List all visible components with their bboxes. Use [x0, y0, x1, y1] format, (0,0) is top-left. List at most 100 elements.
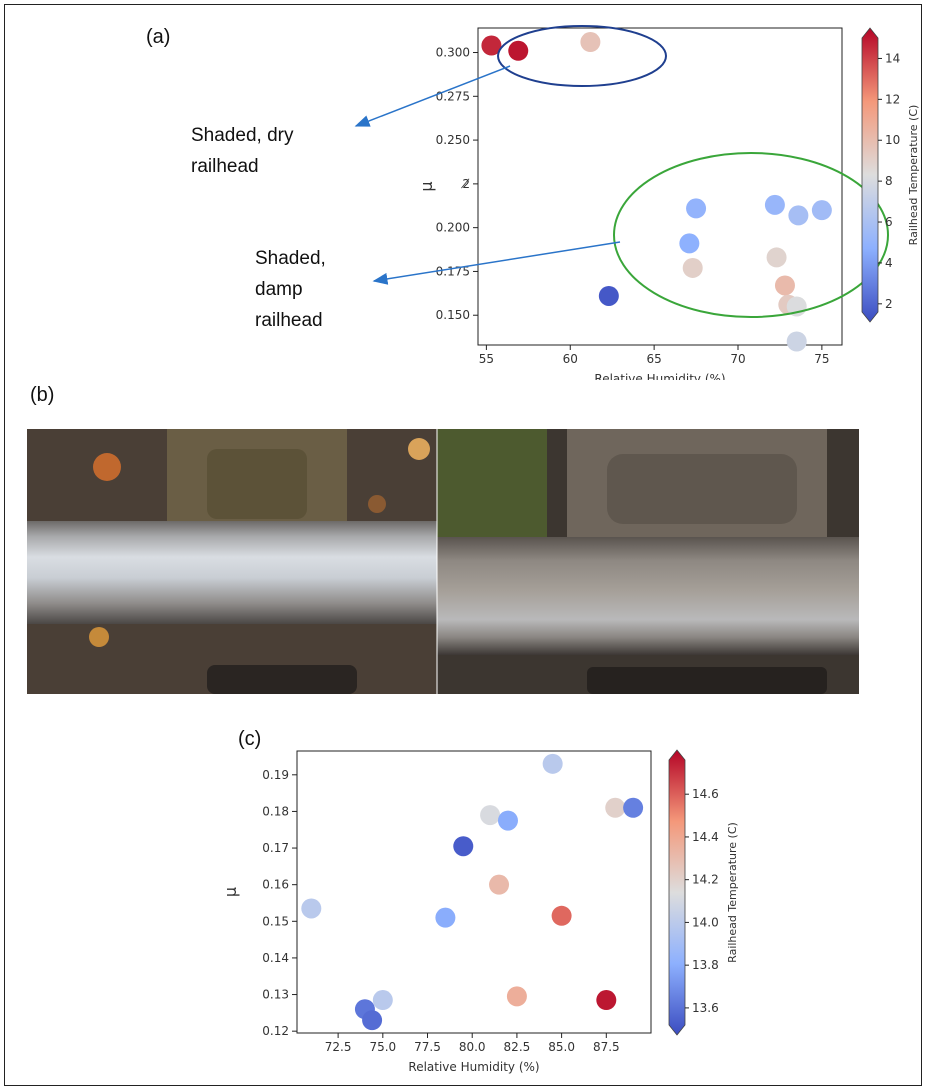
colorbar-label: Railhead Temperature (C) [726, 822, 739, 963]
data-point [764, 194, 785, 215]
photo-right-rail [437, 537, 859, 655]
x-tick-label: 72.5 [325, 1040, 352, 1054]
chart-c-colorbar: 13.6 13.8 14.0 14.2 14.4 14.6 Railhead Tempera… [668, 749, 739, 1036]
x-axis-label: Relative Humidity (%) [594, 372, 725, 380]
y-tick-label: 0.250 [436, 133, 470, 147]
data-point [481, 35, 502, 56]
y-tick-label: 0.19 [262, 768, 289, 782]
photo-left-leaf-4 [368, 495, 386, 513]
y-tick-label: 0.14 [262, 951, 289, 965]
photo-left-clip [207, 449, 307, 519]
colorbar-tick-label: 14.2 [692, 873, 719, 887]
annotation-dry: Shaded, dry railhead [191, 120, 293, 182]
data-point [679, 233, 700, 254]
y-tick-label: 0.17 [262, 841, 289, 855]
y-tick-label: 0.18 [262, 804, 289, 818]
plot-frame [296, 750, 652, 1034]
dry-cluster-circle [497, 25, 667, 87]
annotation-dry-line-2: railhead [191, 156, 259, 177]
x-tick-label: 55 [479, 352, 494, 366]
chart-a: 55 60 65 70 75 0.150 0.175 0.200 2̸ 0.250 0.275 0.3… [354, 25, 920, 380]
colorbar-tick-label: 8 [885, 174, 893, 188]
data-point [372, 990, 393, 1011]
y-tick-label: 0.13 [262, 988, 289, 1002]
data-point [453, 836, 474, 857]
panel-label-b: (b) [30, 384, 55, 406]
colorbar-tick-label: 14.4 [692, 830, 719, 844]
data-point [605, 797, 626, 818]
chart-a-colorbar: 2 4 6 8 10 12 14 Railhead Temperature (C) [861, 27, 920, 323]
photo-left-leaf-2 [408, 438, 430, 460]
y-tick-label: 0.16 [262, 878, 289, 892]
x-tick-label: 85.0 [548, 1040, 575, 1054]
colorbar-tick-label: 13.8 [692, 958, 719, 972]
x-tick-label: 82.5 [504, 1040, 531, 1054]
chart-c: 72.5 75.0 77.5 80.0 82.5 85.0 87.5 0.12 0.13 0.14… [221, 749, 739, 1074]
panel-label-c: (c) [238, 728, 262, 750]
x-tick-label: 87.5 [593, 1040, 620, 1054]
data-point [480, 805, 501, 826]
data-point [301, 898, 322, 919]
colorbar-tick-label: 4 [885, 256, 893, 270]
photo-left-rail [27, 521, 437, 624]
figure-frame [4, 4, 922, 1086]
photo-right-baseplate [587, 667, 827, 694]
x-axis-label: Relative Humidity (%) [408, 1060, 539, 1074]
data-point [551, 905, 572, 926]
panel-label-a: (a) [146, 26, 171, 48]
data-point [786, 331, 807, 352]
y-tick-label: 2̸ [461, 177, 470, 191]
y-axis-label: μ [221, 887, 240, 897]
data-point [580, 32, 601, 53]
y-tick-label: 0.300 [436, 46, 470, 60]
x-tick-label: 60 [563, 352, 578, 366]
chart-c-axes: 72.5 75.0 77.5 80.0 82.5 85.0 87.5 0.12 0.13 0.14… [221, 750, 652, 1074]
photo-right-moss [437, 429, 547, 539]
data-point [788, 205, 809, 226]
annotation-damp: Shaded, damp railhead [255, 243, 326, 336]
annotation-damp-line-1: Shaded, [255, 248, 326, 269]
y-tick-label: 0.200 [436, 221, 470, 235]
chart-a-annotation-shapes [354, 25, 889, 318]
colorbar-tick-label: 10 [885, 133, 900, 147]
colorbar-tick-label: 14.6 [692, 787, 719, 801]
x-tick-label: 75 [814, 352, 829, 366]
data-point [508, 40, 529, 61]
data-point [686, 198, 707, 219]
photo-left-baseplate [207, 665, 357, 694]
damp-arrow [372, 241, 621, 285]
data-point [435, 907, 456, 928]
x-tick-label: 75.0 [369, 1040, 396, 1054]
colorbar-tick-label: 14.0 [692, 915, 719, 929]
y-tick-label: 0.150 [436, 308, 470, 322]
colorbar-tick-label: 12 [885, 92, 900, 106]
y-tick-label: 0.275 [436, 89, 470, 103]
y-tick-label: 0.12 [262, 1024, 289, 1038]
annotation-dry-line-1: Shaded, dry [191, 125, 294, 146]
data-point [682, 257, 703, 278]
x-tick-label: 65 [646, 352, 661, 366]
x-tick-label: 77.5 [414, 1040, 441, 1054]
data-point [497, 810, 518, 831]
data-point [774, 275, 795, 296]
chart-a-points [481, 32, 832, 352]
annotation-damp-line-3: railhead [255, 310, 323, 331]
data-point [362, 1010, 383, 1031]
colorbar-tick-label: 13.6 [692, 1001, 719, 1015]
data-point [598, 285, 619, 306]
plot-frame [477, 27, 843, 346]
x-tick-label: 80.0 [459, 1040, 486, 1054]
y-tick-label: 0.175 [436, 264, 470, 278]
dry-arrow [354, 65, 511, 127]
colorbar-bar [861, 27, 879, 323]
colorbar-tick-label: 6 [885, 215, 893, 229]
data-point [811, 200, 832, 221]
colorbar-label: Railhead Temperature (C) [907, 105, 920, 246]
data-point [766, 247, 787, 268]
y-axis-label: μ [417, 181, 436, 191]
annotation-damp-line-2: damp [255, 279, 303, 300]
colorbar-bar [668, 749, 686, 1036]
photo-right-clip [607, 454, 797, 524]
x-tick-label: 70 [730, 352, 745, 366]
railhead-photos [27, 429, 859, 694]
